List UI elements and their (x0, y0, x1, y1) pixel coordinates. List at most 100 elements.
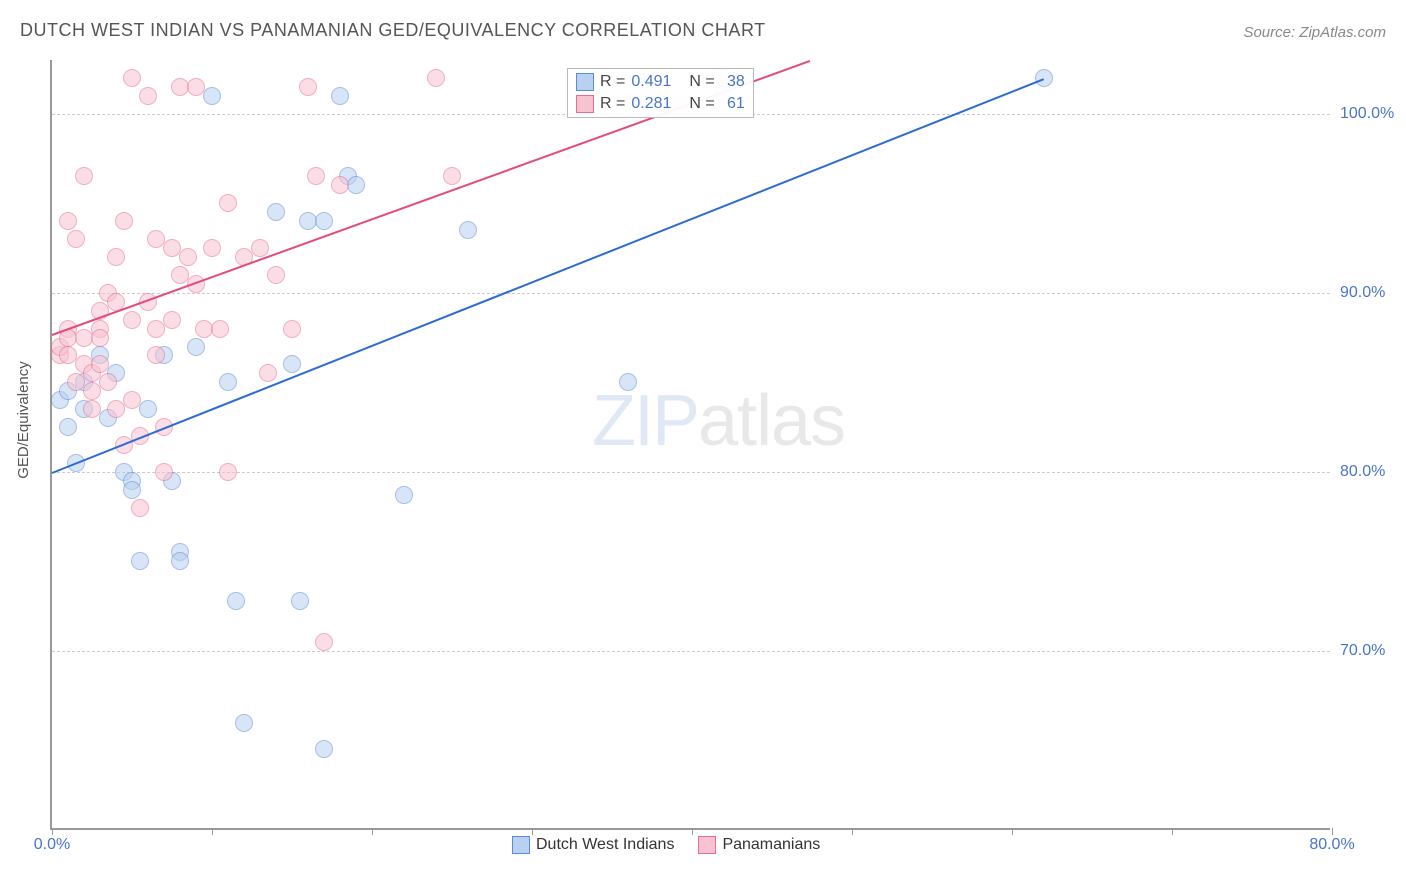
data-point (131, 499, 149, 517)
x-tick-mark (692, 828, 693, 835)
y-tick-label: 70.0% (1340, 642, 1400, 660)
data-point (219, 463, 237, 481)
data-point (171, 552, 189, 570)
x-tick-mark (1172, 828, 1173, 835)
watermark-atlas: atlas (698, 381, 845, 461)
data-point (211, 320, 229, 338)
r-value: 0.491 (631, 73, 671, 91)
data-point (123, 311, 141, 329)
y-axis-label: GED/Equivalency (15, 361, 32, 479)
x-tick-mark (532, 828, 533, 835)
r-value: 0.281 (631, 95, 671, 113)
data-point (83, 400, 101, 418)
data-point (219, 194, 237, 212)
watermark: ZIPatlas (592, 380, 845, 462)
data-point (443, 167, 461, 185)
data-point (91, 329, 109, 347)
data-point (139, 400, 157, 418)
y-tick-label: 100.0% (1340, 105, 1400, 123)
data-point (155, 463, 173, 481)
data-point (427, 69, 445, 87)
chart-title: DUTCH WEST INDIAN VS PANAMANIAN GED/EQUI… (20, 20, 766, 41)
legend-label: Dutch West Indians (536, 836, 674, 854)
gridline-h (52, 472, 1330, 473)
data-point (267, 203, 285, 221)
stat-row: R = 0.281 N = 61 (568, 93, 753, 115)
data-point (139, 87, 157, 105)
data-point (315, 212, 333, 230)
data-point (123, 391, 141, 409)
series-swatch (576, 95, 594, 113)
data-point (163, 311, 181, 329)
gridline-h (52, 651, 1330, 652)
data-point (83, 382, 101, 400)
stat-row: R = 0.491 N = 38 (568, 71, 753, 93)
data-point (299, 78, 317, 96)
data-point (283, 320, 301, 338)
data-point (147, 346, 165, 364)
data-point (267, 266, 285, 284)
data-point (307, 167, 325, 185)
data-point (291, 592, 309, 610)
plot-area: ZIPatlas 70.0%80.0%90.0%100.0%0.0%80.0%R… (50, 60, 1330, 830)
data-point (459, 221, 477, 239)
legend-item: Dutch West Indians (512, 836, 674, 854)
data-point (347, 176, 365, 194)
data-point (75, 167, 93, 185)
data-point (331, 87, 349, 105)
y-tick-label: 80.0% (1340, 463, 1400, 481)
data-point (203, 87, 221, 105)
data-point (227, 592, 245, 610)
data-point (59, 418, 77, 436)
data-point (59, 212, 77, 230)
x-tick-label: 80.0% (1309, 836, 1354, 854)
data-point (123, 69, 141, 87)
data-point (131, 552, 149, 570)
data-point (219, 373, 237, 391)
data-point (147, 320, 165, 338)
gridline-h (52, 293, 1330, 294)
data-point (235, 714, 253, 732)
x-tick-mark (52, 828, 53, 835)
n-label: N = (689, 95, 714, 113)
x-tick-mark (212, 828, 213, 835)
data-point (251, 239, 269, 257)
data-point (107, 248, 125, 266)
data-point (187, 78, 205, 96)
legend-item: Panamanians (698, 836, 820, 854)
data-point (283, 355, 301, 373)
watermark-zip: ZIP (592, 381, 698, 461)
data-point (315, 740, 333, 758)
data-point (203, 239, 221, 257)
data-point (179, 248, 197, 266)
n-value: 61 (721, 95, 745, 113)
x-tick-mark (1332, 828, 1333, 835)
data-point (619, 373, 637, 391)
legend-swatch (512, 836, 530, 854)
x-tick-mark (372, 828, 373, 835)
data-point (259, 364, 277, 382)
x-tick-mark (1012, 828, 1013, 835)
data-point (315, 633, 333, 651)
legend-label: Panamanians (722, 836, 820, 854)
data-point (187, 338, 205, 356)
legend-swatch (698, 836, 716, 854)
stats-box: R = 0.491 N = 38 R = 0.281 N = 61 (567, 68, 754, 118)
x-tick-label: 0.0% (34, 836, 70, 854)
data-point (1035, 69, 1053, 87)
data-point (115, 212, 133, 230)
data-point (91, 355, 109, 373)
r-label: R = (600, 95, 625, 113)
data-point (107, 400, 125, 418)
n-value: 38 (721, 73, 745, 91)
series-swatch (576, 73, 594, 91)
data-point (99, 373, 117, 391)
n-label: N = (689, 73, 714, 91)
data-point (395, 486, 413, 504)
y-tick-label: 90.0% (1340, 284, 1400, 302)
r-label: R = (600, 73, 625, 91)
data-point (67, 230, 85, 248)
data-point (331, 176, 349, 194)
source-label: Source: ZipAtlas.com (1243, 24, 1386, 41)
x-tick-mark (852, 828, 853, 835)
